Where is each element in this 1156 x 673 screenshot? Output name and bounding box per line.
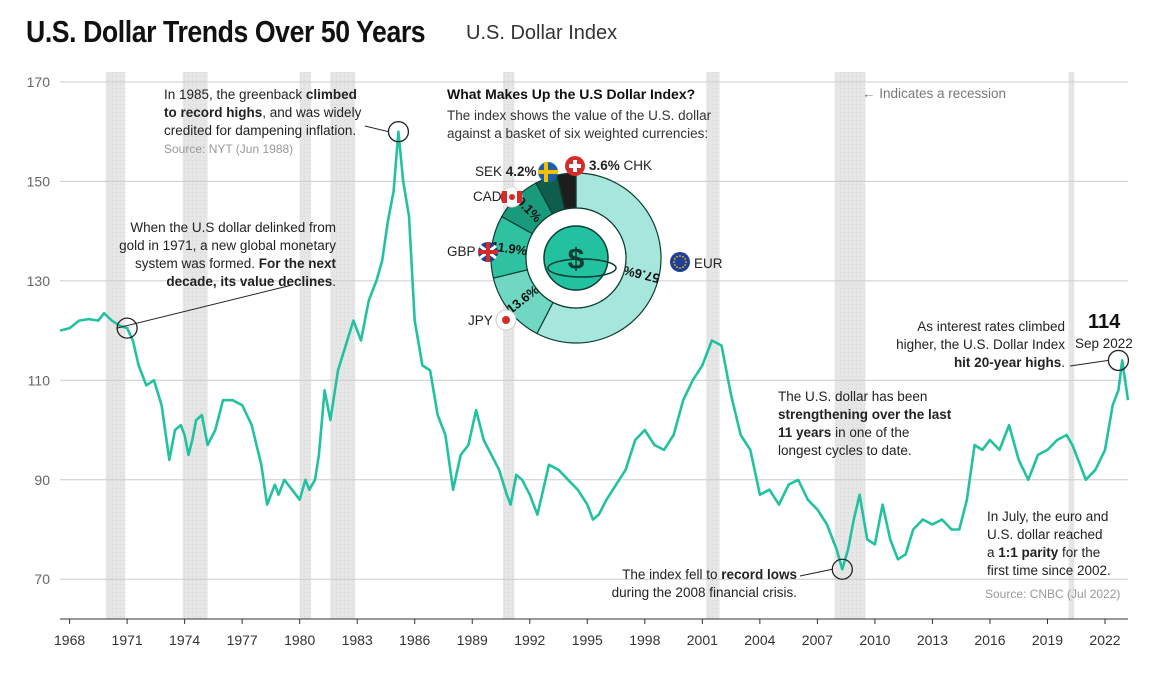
uk-flag-icon	[478, 242, 498, 262]
donut-subtitle: The index shows the value of the U.S. do…	[447, 108, 712, 141]
recession-band	[502, 72, 515, 619]
dollar-symbol-icon: $	[568, 243, 585, 276]
recession-band	[706, 72, 720, 619]
currency-eur: EUR	[694, 256, 723, 271]
recession-band	[106, 72, 126, 619]
x-tick-label: 1980	[284, 632, 315, 648]
marker-2008	[831, 558, 853, 580]
chart-subtitle: U.S. Dollar Index	[466, 22, 618, 44]
peak-value: 114	[1088, 311, 1121, 333]
peak-date: Sep 2022	[1075, 336, 1133, 351]
x-tick-label: 1983	[342, 632, 373, 648]
sweden-flag-icon	[538, 162, 558, 182]
x-tick-label: 2019	[1032, 632, 1063, 648]
x-tick-label: 2022	[1089, 632, 1120, 648]
x-tick-label: 2004	[744, 632, 775, 648]
annotation-2022-parity: In July, the euro and U.S. dollar reache…	[987, 509, 1111, 578]
y-tick-label: 130	[27, 273, 51, 289]
x-tick-label: 1995	[572, 632, 603, 648]
x-tick-label: 2013	[917, 632, 948, 648]
x-tick-label: 2001	[687, 632, 718, 648]
japan-flag-icon	[495, 309, 517, 331]
annotation-2008: The index fell to record lows during the…	[611, 567, 797, 600]
source-nyt: Source: NYT (Jun 1988)	[164, 142, 294, 156]
y-tick-label: 90	[34, 472, 50, 488]
currency-gbp: GBP	[447, 244, 476, 259]
x-tick-label: 1992	[514, 632, 545, 648]
marker-2022	[1107, 349, 1130, 372]
recession-legend: ← Indicates a recession	[862, 86, 1007, 101]
coin-icon	[543, 225, 609, 291]
canada-flag-icon	[500, 186, 523, 208]
recession-band	[299, 72, 312, 619]
recession-band	[834, 72, 866, 619]
annotation-2011: The U.S. dollar has been strengthening o…	[778, 389, 952, 458]
source-cnbc: Source: CNBC (Jul 2022)	[985, 587, 1121, 601]
marker-1971-leader	[116, 284, 293, 329]
x-tick-label: 1998	[629, 632, 660, 648]
y-tick-label: 110	[28, 372, 51, 388]
marker-1971	[116, 317, 138, 339]
marker-1985-leader	[364, 125, 389, 133]
currency-sek: SEK 4.2%	[475, 164, 537, 179]
y-tick-label: 70	[34, 571, 50, 587]
x-tick-label: 1974	[169, 632, 200, 648]
series-line-dollar-index	[59, 130, 1130, 571]
marker-2022-leader	[1069, 359, 1109, 367]
recession-band	[1068, 72, 1075, 619]
swiss-flag-icon	[565, 156, 585, 176]
donut-label-gbp: 11.9%	[490, 239, 528, 259]
x-tick-label: 2010	[859, 632, 890, 648]
x-tick-label: 1968	[54, 632, 85, 648]
recession-band	[182, 72, 208, 619]
marker-1985	[387, 121, 410, 143]
currency-jpy: JPY	[468, 313, 493, 328]
x-tick-label: 1977	[227, 632, 258, 648]
x-tick-label: 1971	[112, 632, 143, 648]
annotation-2022-rates: As interest rates climbed higher, the U.…	[896, 319, 1065, 370]
currency-chk: 3.6% CHK	[589, 158, 653, 173]
x-tick-label: 1989	[457, 632, 488, 648]
y-tick-label: 170	[27, 74, 51, 90]
marker-2008-leader	[799, 568, 833, 577]
annotation-1971: When the U.S dollar delinked from gold i…	[119, 220, 336, 289]
coin-orbit-icon	[547, 258, 617, 278]
y-tick-label: 150	[27, 173, 51, 189]
currency-cad: CAD	[473, 189, 502, 204]
x-tick-label: 2007	[802, 632, 833, 648]
annotation-1985: In 1985, the greenback climbed to record…	[164, 87, 362, 156]
recession-band	[330, 72, 356, 619]
donut-title: What Makes Up the U.S Dollar Index?	[447, 86, 696, 102]
x-tick-label: 1986	[399, 632, 430, 648]
chart-title: U.S. Dollar Trends Over 50 Years	[26, 14, 426, 49]
eu-flag-icon	[670, 252, 690, 272]
x-tick-label: 2016	[974, 632, 1005, 648]
